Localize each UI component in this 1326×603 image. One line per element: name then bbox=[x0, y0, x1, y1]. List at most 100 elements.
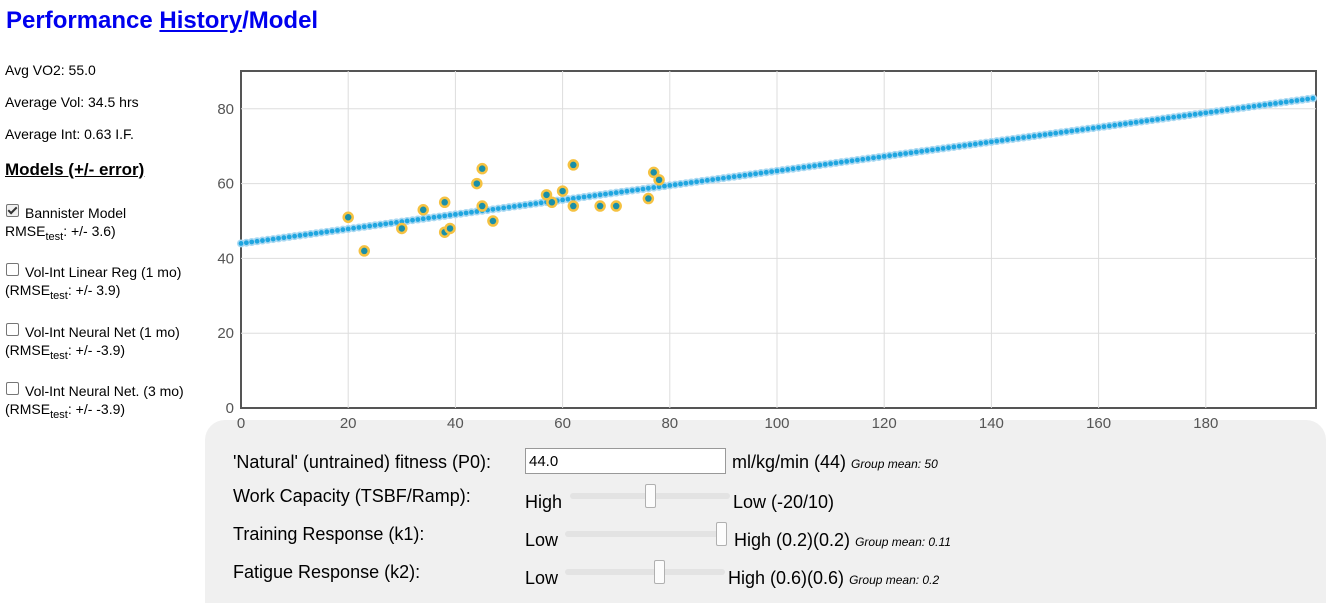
history-link[interactable]: History bbox=[159, 7, 243, 34]
model-point bbox=[694, 179, 699, 185]
model-point bbox=[1112, 122, 1118, 128]
k2-slider[interactable] bbox=[565, 569, 725, 575]
model-point bbox=[426, 215, 431, 221]
model-point bbox=[951, 144, 957, 150]
model-point bbox=[495, 206, 501, 212]
model-point bbox=[865, 156, 871, 161]
model-point bbox=[276, 235, 281, 241]
k2-high-end: High (0.6)(0.6) Group mean: 0.2 bbox=[728, 568, 940, 588]
model-point bbox=[871, 155, 876, 161]
observed-point bbox=[358, 245, 371, 257]
model-point bbox=[1074, 127, 1080, 133]
model-point bbox=[1305, 96, 1311, 102]
model-point bbox=[1133, 119, 1139, 125]
checkbox-vol-int-linear-reg[interactable] bbox=[6, 263, 19, 276]
model-point bbox=[726, 175, 732, 180]
model-point bbox=[662, 183, 667, 189]
model-point bbox=[731, 174, 737, 180]
model-bannister[interactable]: Bannister Model RMSEtest: +/- 3.6) bbox=[5, 204, 210, 246]
model-point bbox=[640, 186, 646, 192]
x-tick-label: 160 bbox=[1086, 415, 1111, 432]
model-point bbox=[243, 240, 249, 246]
model-point bbox=[881, 153, 887, 159]
model-point bbox=[474, 209, 480, 214]
model-point bbox=[935, 146, 941, 152]
model-point bbox=[501, 205, 507, 211]
model-point bbox=[1144, 118, 1150, 124]
model-point bbox=[436, 214, 442, 219]
p0-input[interactable] bbox=[525, 448, 726, 474]
model-point bbox=[265, 237, 271, 243]
model-point bbox=[254, 238, 260, 244]
model-vol-int-linear-reg[interactable]: Vol-Int Linear Reg (1 mo) (RMSEtest: +/-… bbox=[5, 263, 210, 305]
model-point bbox=[587, 193, 592, 199]
model-point bbox=[1149, 117, 1155, 123]
model-point bbox=[570, 196, 576, 201]
model-point bbox=[737, 173, 742, 179]
p0-group-mean: Group mean: 50 bbox=[851, 457, 938, 471]
model-point bbox=[699, 178, 705, 184]
model-point bbox=[1181, 113, 1187, 119]
model-point bbox=[1267, 101, 1273, 107]
model-point bbox=[769, 169, 775, 175]
model-point bbox=[656, 184, 662, 190]
model-point bbox=[930, 147, 935, 153]
model-point bbox=[1171, 114, 1177, 120]
k1-high-end: High (0.2)(0.2) Group mean: 0.11 bbox=[734, 530, 951, 550]
model-point bbox=[1080, 127, 1085, 132]
model-point bbox=[924, 148, 930, 153]
x-tick-label: 140 bbox=[979, 415, 1004, 432]
model-point bbox=[897, 151, 903, 157]
x-tick-label: 120 bbox=[872, 415, 897, 432]
avg-vol-text: Average Vol: 34.5 hrs bbox=[5, 94, 139, 110]
model-point bbox=[962, 143, 967, 148]
model-point bbox=[453, 212, 458, 217]
model-point bbox=[388, 220, 394, 226]
model-point bbox=[892, 152, 898, 158]
k2-slider-thumb[interactable] bbox=[654, 560, 666, 584]
model-point bbox=[913, 149, 919, 155]
model-point bbox=[442, 213, 448, 219]
k1-label: Training Response (k1): bbox=[233, 524, 425, 544]
model-point bbox=[678, 181, 683, 187]
model-point bbox=[286, 234, 292, 240]
model-point bbox=[753, 171, 758, 177]
model-point bbox=[1224, 107, 1230, 113]
observed-point bbox=[642, 192, 655, 205]
model-point bbox=[989, 139, 994, 145]
model-point bbox=[1026, 134, 1032, 140]
model-point bbox=[940, 145, 946, 151]
avg-vo2-text: Avg VO2: 55.0 bbox=[5, 62, 96, 78]
model-point bbox=[565, 196, 571, 202]
model-vol-int-neural-net-1mo[interactable]: Vol-Int Neural Net (1 mo) (RMSEtest: +/-… bbox=[5, 323, 210, 365]
model-point bbox=[1015, 135, 1021, 141]
model-point bbox=[511, 204, 517, 209]
model-point bbox=[956, 143, 962, 149]
observed-point bbox=[444, 222, 456, 235]
work-capacity-high-end: Low (-20/10) bbox=[733, 492, 835, 512]
model-point bbox=[394, 219, 399, 225]
observed-point bbox=[647, 166, 660, 179]
model-point bbox=[420, 216, 426, 222]
model-point bbox=[1160, 116, 1166, 122]
model-point bbox=[404, 218, 410, 224]
work-capacity-slider-thumb[interactable] bbox=[644, 484, 656, 508]
k1-low-end: Low bbox=[525, 530, 559, 550]
model-point bbox=[1155, 116, 1160, 122]
k1-slider[interactable] bbox=[565, 531, 727, 537]
checkbox-bannister[interactable] bbox=[6, 204, 19, 217]
checkbox-vol-int-neural-net-3mo[interactable] bbox=[6, 382, 19, 395]
k1-slider-thumb[interactable] bbox=[716, 522, 727, 546]
model-point bbox=[576, 195, 582, 201]
observed-point bbox=[471, 177, 483, 190]
observed-point bbox=[567, 200, 580, 212]
model-vol-int-neural-net-3mo[interactable]: Vol-Int Neural Net. (3 mo) (RMSEtest: +/… bbox=[5, 382, 210, 424]
model-point bbox=[297, 233, 303, 238]
checkbox-vol-int-neural-net-1mo[interactable] bbox=[6, 323, 19, 336]
observed-point bbox=[342, 211, 354, 224]
model-point bbox=[431, 214, 437, 220]
model-point bbox=[1176, 114, 1182, 119]
model-point bbox=[560, 197, 565, 203]
models-heading: Models (+/- error) bbox=[5, 160, 145, 179]
model-point bbox=[1005, 137, 1010, 143]
